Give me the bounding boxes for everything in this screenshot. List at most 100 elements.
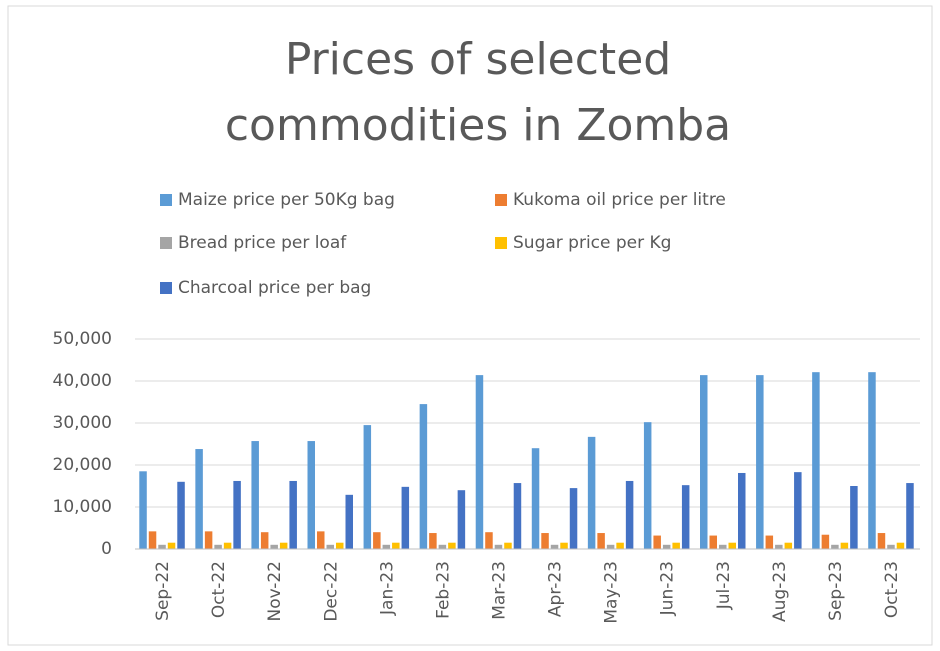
x-tick-label: May-23 [602, 561, 622, 624]
bar [233, 480, 241, 549]
legend-swatch [160, 237, 172, 249]
x-tick-label: Jan-23 [377, 561, 397, 616]
bar [550, 544, 559, 549]
x-tick-label: Jun-23 [658, 561, 678, 616]
bar [653, 535, 661, 549]
x-tick-label: Sep-22 [153, 561, 173, 621]
x-tick-label: Aug-23 [770, 561, 790, 622]
bar [840, 542, 849, 549]
bar [326, 544, 334, 549]
bar [513, 483, 522, 549]
bar [812, 372, 820, 549]
y-tick-label: 30,000 [53, 413, 112, 433]
bar [821, 534, 830, 549]
legend-swatch [495, 194, 507, 206]
bar [251, 441, 259, 549]
bar [587, 436, 596, 549]
bar [438, 544, 447, 549]
y-tick-label: 0 [101, 539, 112, 559]
bar [794, 472, 802, 549]
bar [223, 542, 232, 549]
legend-label: Maize price per 50Kg bag [178, 190, 395, 210]
legend-swatch [160, 194, 172, 206]
bar [260, 532, 269, 549]
bar [728, 542, 736, 549]
y-tick-label: 20,000 [53, 455, 112, 475]
x-tick-label: Jul-23 [714, 561, 734, 610]
bar [401, 486, 410, 549]
bar [672, 542, 680, 549]
x-tick-label: Feb-23 [433, 561, 453, 619]
bar [887, 544, 895, 549]
bar [896, 542, 905, 549]
bar [738, 472, 746, 549]
bar [775, 544, 783, 549]
bar [429, 533, 437, 549]
bar [204, 531, 213, 549]
bar [681, 485, 690, 549]
bar [392, 542, 400, 549]
bar [709, 535, 717, 549]
bar [279, 542, 288, 549]
y-tick-label: 40,000 [53, 371, 112, 391]
bar [541, 533, 549, 549]
legend-swatch [495, 237, 507, 249]
bar [765, 535, 774, 549]
y-tick-label: 50,000 [53, 329, 112, 349]
bar [597, 533, 605, 549]
bar [214, 544, 222, 549]
bar [625, 480, 634, 549]
legend-label: Charcoal price per bag [178, 278, 371, 298]
bar [906, 483, 914, 549]
legend-label: Sugar price per Kg [513, 233, 671, 253]
bar [289, 480, 297, 549]
bar [643, 422, 652, 549]
bar [345, 494, 353, 549]
bar [457, 490, 466, 549]
bar [494, 544, 503, 549]
bar [784, 542, 793, 549]
bar [531, 448, 540, 549]
legend-swatch [160, 282, 172, 294]
x-tick-label: Apr-23 [546, 561, 566, 617]
bar [382, 544, 391, 549]
bar [373, 532, 381, 549]
y-tick-label: 10,000 [53, 497, 112, 517]
bar [877, 533, 886, 549]
x-tick-label: Dec-22 [321, 561, 341, 622]
chart-title: Prices of selected [285, 34, 671, 85]
bar [195, 449, 203, 549]
bar [336, 542, 344, 549]
bar [448, 542, 456, 549]
bar [475, 375, 484, 549]
chart-frame [7, 5, 933, 646]
bar [831, 544, 839, 549]
bar [719, 544, 727, 549]
x-tick-label: Mar-23 [489, 561, 509, 620]
x-tick-label: Oct-22 [209, 561, 229, 618]
bar [662, 544, 671, 549]
bar [317, 531, 325, 549]
bar [485, 532, 493, 549]
bar [560, 542, 568, 549]
bar [700, 375, 708, 549]
bar [177, 481, 185, 549]
bar [756, 375, 764, 549]
bar [504, 542, 512, 549]
bar [868, 372, 876, 549]
bar [850, 486, 858, 549]
bar [606, 544, 615, 549]
legend-label: Kukoma oil price per litre [513, 190, 726, 210]
legend-label: Bread price per loaf [178, 233, 347, 253]
bar [270, 544, 278, 549]
bar [148, 531, 157, 549]
x-tick-label: Sep-23 [826, 561, 846, 621]
x-tick-label: Oct-23 [882, 561, 902, 618]
bar [363, 425, 372, 549]
bar [419, 404, 428, 549]
bar [139, 471, 147, 549]
chart-title: commodities in Zomba [225, 100, 731, 151]
bar [167, 542, 176, 549]
bar [616, 542, 624, 549]
